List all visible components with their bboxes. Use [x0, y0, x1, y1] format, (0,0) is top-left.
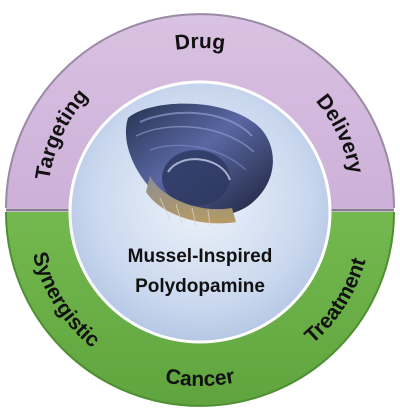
label-cancer: Cancer [164, 365, 236, 391]
bottom-ring-label: Cancer [164, 365, 236, 391]
center-title-line2: Polydopamine [135, 276, 265, 297]
label-drug: Drug [174, 30, 227, 55]
mussel-shell-icon [125, 103, 273, 227]
center-title-line1: Mussel-Inspired [128, 246, 273, 267]
top-ring-label: Drug [174, 30, 227, 55]
